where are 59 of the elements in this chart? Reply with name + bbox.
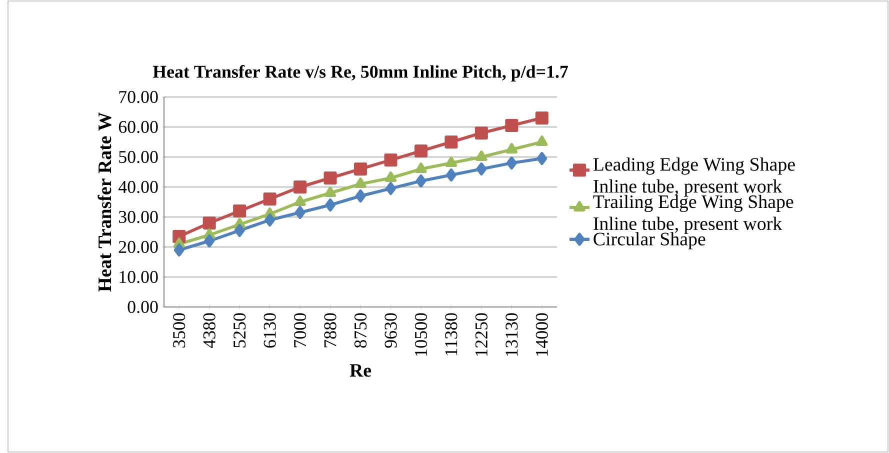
point [174,244,184,256]
point [446,168,456,182]
x-tick-label: 4380 [203,313,216,348]
point [384,172,397,182]
point [474,126,488,140]
point [445,156,458,167]
point [324,172,337,184]
point [416,174,426,188]
chart-title: Heat Transfer Rate v/s Re, 50mm Inline Pitch, p/d=1.7 [152,65,568,82]
y-tick-label: 10.00 [120,270,158,284]
y-tick-label: 60.00 [118,120,158,134]
x-tick-label: 12250 [475,313,488,356]
point [476,150,488,161]
y-tick-label: 0.00 [128,300,158,314]
y-tick-label: 20.00 [118,240,158,254]
point [233,204,246,218]
x-axis-title: Re [350,364,372,377]
point [324,186,336,197]
x-tick-label: 11380 [445,313,458,356]
x-tick-label: 14000 [536,313,548,356]
legend-label: Circular Shape [594,232,706,250]
point [354,162,368,176]
point [355,190,366,202]
point [536,136,548,146]
y-tick-label: 40.00 [118,180,158,194]
x-tick-label: 6130 [264,313,276,348]
x-tick-label: 5250 [234,313,246,348]
point [536,152,548,165]
point [385,182,396,195]
x-tick-label: 7000 [294,313,306,348]
point [294,180,307,194]
point [294,206,306,219]
x-tick-label: 7880 [324,313,336,348]
point [505,119,518,132]
x-tick-label: 13130 [506,313,518,356]
y-axis-title: Heat Transfer Rate W [98,112,112,292]
point [476,162,487,176]
point [204,234,215,248]
x-tick-label: 10500 [414,313,428,356]
point [506,143,518,154]
point [444,136,458,148]
point [415,162,427,173]
point [414,144,428,158]
point [535,112,548,124]
point [264,214,276,226]
point [202,216,216,230]
y-tick-label: 50.00 [119,150,158,164]
point [506,156,517,170]
y-tick-label: 30.00 [118,210,158,224]
point [234,224,245,237]
x-tick-label: 9630 [384,313,397,348]
point [263,192,276,206]
x-tick-label: 8750 [354,313,367,348]
point [294,196,306,206]
point [354,178,366,188]
y-tick-label: 70.00 [119,90,158,104]
point [325,198,336,212]
x-tick-label: 3500 [173,313,186,348]
point [384,154,398,166]
